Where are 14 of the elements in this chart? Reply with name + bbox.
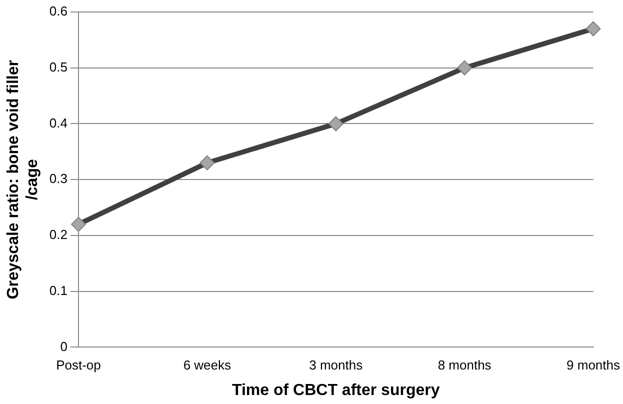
y-tick-label: 0.2: [49, 227, 68, 242]
y-tick-label: 0.4: [49, 115, 68, 130]
y-axis-title: Greyscale ratio: bone void filler /cage: [5, 60, 42, 300]
x-tick-label: 6 weeks: [183, 358, 232, 373]
y-tick-label: 0: [60, 338, 68, 354]
y-tick-label: 0.3: [49, 171, 68, 186]
x-tick-label: 8 months: [438, 358, 492, 373]
x-axis-title: Time of CBCT after surgery: [232, 382, 440, 399]
y-tick-label: 0.6: [49, 4, 68, 19]
x-tick-label: 3 months: [309, 358, 364, 373]
y-tick-label: 0.5: [49, 59, 68, 74]
x-tick-label: Post-op: [56, 358, 101, 373]
y-tick-label: 0.1: [49, 282, 68, 298]
x-tick-label: 9 months: [566, 358, 620, 373]
